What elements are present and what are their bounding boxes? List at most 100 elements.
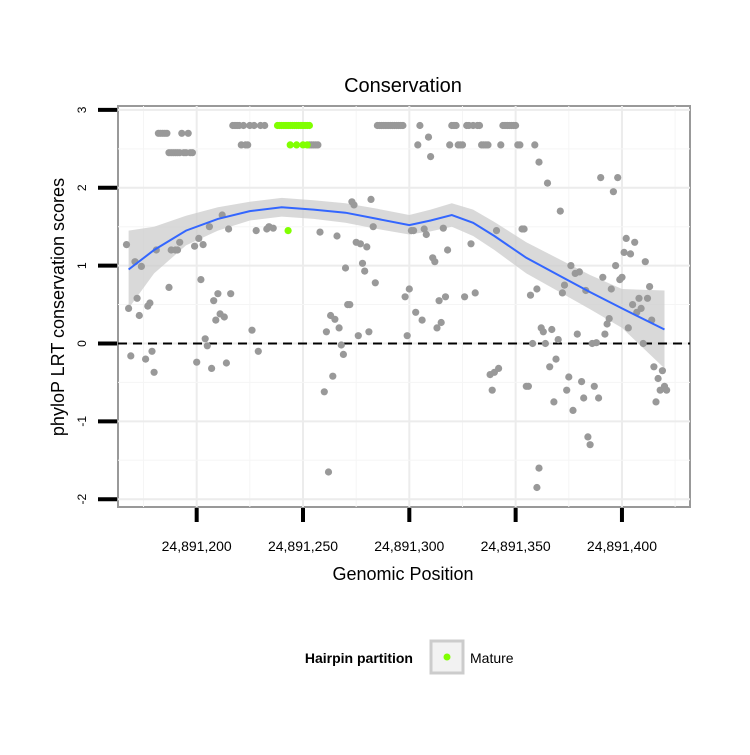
mature-point: [284, 227, 292, 235]
data-point: [471, 289, 479, 297]
data-point: [650, 363, 658, 371]
data-point: [626, 250, 635, 258]
mature-point: [286, 141, 294, 149]
data-point: [416, 121, 424, 130]
data-point: [399, 121, 407, 130]
data-point: [127, 352, 135, 360]
data-point: [412, 308, 420, 316]
data-point: [592, 339, 601, 347]
data-point: [220, 313, 228, 321]
data-point: [641, 258, 649, 266]
data-point: [405, 285, 413, 293]
data-point: [560, 281, 569, 289]
data-point: [354, 332, 362, 340]
data-point: [316, 228, 324, 236]
data-point: [201, 335, 209, 343]
data-point: [199, 241, 207, 249]
confidence-ribbon: [128, 197, 665, 369]
data-point: [461, 293, 469, 301]
data-point: [193, 358, 201, 366]
data-point: [208, 364, 216, 372]
data-point: [333, 232, 341, 240]
data-point: [188, 149, 196, 157]
data-point: [475, 121, 484, 130]
data-point: [431, 258, 439, 266]
data-point: [350, 201, 358, 209]
data-point: [403, 332, 411, 340]
data-point: [578, 378, 586, 386]
data-point: [573, 330, 581, 338]
data-point: [658, 367, 667, 375]
data-point: [441, 293, 450, 301]
data-point: [552, 355, 560, 363]
data-point: [652, 398, 660, 406]
legend-mature-swatch: [443, 653, 451, 661]
data-point: [410, 227, 418, 235]
data-point: [535, 464, 543, 472]
data-point: [618, 273, 626, 281]
data-point: [329, 372, 337, 380]
data-point: [418, 316, 426, 324]
data-point: [433, 324, 441, 332]
y-tick-label: 3: [75, 106, 89, 113]
x-tick-label: 24,891,300: [374, 538, 444, 554]
data-point: [191, 242, 199, 250]
data-point: [550, 398, 558, 406]
data-point: [639, 339, 647, 348]
data-point: [609, 188, 618, 196]
data-point: [227, 290, 235, 298]
data-point: [620, 248, 628, 256]
data-point: [497, 141, 505, 149]
data-point: [414, 141, 422, 149]
data-point: [248, 326, 256, 334]
data-point: [569, 406, 577, 414]
data-point: [614, 174, 622, 182]
data-point: [607, 285, 615, 293]
legend: Hairpin partition Mature: [305, 639, 514, 675]
y-tick-label: 1: [75, 262, 89, 269]
data-point: [605, 315, 613, 323]
data-point: [148, 347, 156, 355]
x-tick-label: 24,891,200: [162, 538, 232, 554]
data-point: [467, 240, 475, 248]
data-point: [580, 394, 588, 402]
data-point: [252, 227, 260, 235]
data-point: [556, 207, 564, 215]
data-point: [492, 227, 501, 235]
data-point: [173, 246, 182, 254]
y-tick-label: -2: [75, 494, 89, 505]
y-tick-label: 2: [75, 184, 89, 191]
data-point: [601, 330, 609, 338]
data-point: [565, 373, 573, 381]
data-point: [646, 283, 654, 291]
data-point: [371, 279, 379, 287]
y-axis-label: phyloP LRT conservation scores: [48, 178, 68, 436]
data-point: [643, 294, 652, 302]
data-point: [548, 325, 556, 334]
data-point: [365, 328, 373, 336]
data-point: [637, 304, 645, 312]
data-point: [437, 318, 445, 327]
data-point: [356, 240, 364, 248]
data-point: [529, 339, 537, 348]
data-point: [603, 320, 611, 328]
data-point: [142, 355, 150, 363]
smooth-line-layer: [127, 206, 665, 331]
data-point: [488, 386, 496, 394]
smooth-line: [127, 206, 665, 331]
data-point: [254, 347, 262, 355]
data-point: [516, 141, 524, 149]
data-point: [225, 225, 233, 233]
data-point: [133, 294, 141, 302]
data-point: [324, 468, 333, 476]
legend-label-mature: Mature: [470, 650, 514, 666]
data-point: [435, 297, 443, 305]
data-point: [546, 363, 554, 371]
x-tick-label: 24,891,400: [587, 538, 657, 554]
data-point: [586, 441, 594, 449]
data-point: [346, 301, 354, 309]
data-point: [122, 241, 131, 249]
y-tick-label: -1: [75, 416, 89, 427]
